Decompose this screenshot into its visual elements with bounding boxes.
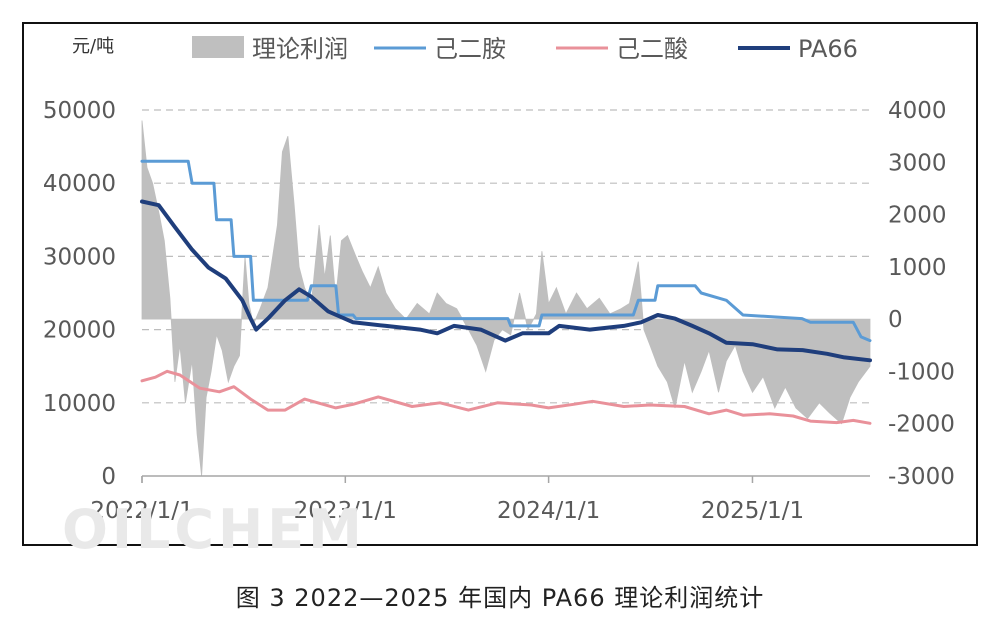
legend-label: PA66: [798, 35, 858, 63]
x-tick-label: 2025/1/1: [701, 498, 804, 524]
legend-label: 理论利润: [252, 35, 348, 63]
x-tick-label: 2024/1/1: [497, 498, 600, 524]
y-right-tick-label: -3000: [888, 464, 955, 490]
y-right-tick-label: -2000: [888, 412, 955, 438]
y-right-tick-label: 3000: [888, 150, 947, 176]
y-left-tick-label: 10000: [43, 391, 116, 417]
y-left-unit-label: 元/吨: [72, 36, 114, 57]
y-right-tick-label: 1000: [888, 255, 947, 281]
series-area-profit: [141, 120, 871, 477]
chart-frame: 2022/1/1 2023/1/1 2024/1/1 2025/1/1 0 10000 20…: [22, 22, 978, 546]
series-line-adipic-acid: [140, 369, 872, 425]
legend-label: 己二酸: [616, 35, 688, 63]
y-left-tick-label: 50000: [43, 98, 116, 124]
legend-label: 己二胺: [434, 35, 506, 63]
watermark-text: OILCHEM: [62, 498, 366, 561]
y-left-tick-label: 40000: [43, 171, 116, 197]
series-line-hmda: [140, 159, 872, 343]
y-left-tick-label: 20000: [43, 318, 116, 344]
y-right-tick-label: 2000: [888, 203, 947, 229]
series-line-pa66: [140, 199, 872, 363]
legend-swatch: [192, 36, 244, 58]
chart-svg: 2022/1/1 2023/1/1 2024/1/1 2025/1/101000020…: [43, 35, 955, 524]
y-right-tick-label: -1000: [888, 359, 955, 385]
y-left-tick-label: 30000: [43, 244, 116, 270]
y-right-tick-label: 0: [888, 307, 903, 333]
y-left-tick-label: 0: [101, 464, 116, 490]
figure-caption: 图 3 2022—2025 年国内 PA66 理论利润统计: [235, 584, 765, 612]
x-tick-label: 2023/1/1: [294, 498, 397, 524]
x-tick-label: 2022/1/1: [90, 498, 193, 524]
y-right-tick-label: 4000: [888, 98, 947, 124]
